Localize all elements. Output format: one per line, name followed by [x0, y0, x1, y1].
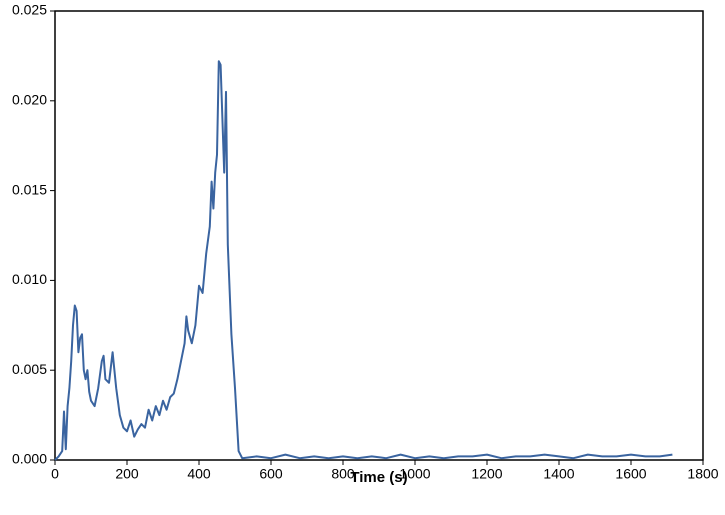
plot-frame [54, 10, 704, 461]
x-tick-label: 800 [331, 466, 355, 482]
x-tick-label: 200 [115, 466, 139, 482]
y-tick-label: 0.000 [12, 451, 47, 467]
y-tick-label: 0.005 [12, 361, 47, 377]
x-tick-label: 1200 [471, 466, 502, 482]
x-tick-label: 0 [51, 466, 59, 482]
x-tick-label: 1800 [687, 466, 718, 482]
x-tick-label: 1000 [399, 466, 430, 482]
y-tick-label: 0.015 [12, 181, 47, 197]
y-tick-label: 0.010 [12, 271, 47, 287]
x-tick-label: 1400 [543, 466, 574, 482]
y-tick-label: 0.020 [12, 92, 47, 108]
x-tick-label: 600 [259, 466, 283, 482]
x-tick-label: 400 [187, 466, 211, 482]
x-axis-title: Time (s) [350, 469, 407, 486]
x-tick-label: 1600 [615, 466, 646, 482]
line-series [54, 60, 673, 461]
y-tick-label: 0.025 [12, 2, 47, 18]
